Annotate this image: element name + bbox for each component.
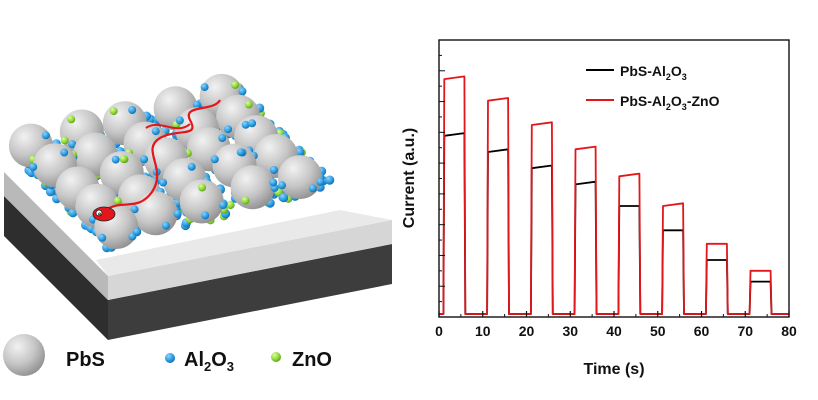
electrode-top	[96, 210, 392, 276]
al2o3-particle	[236, 148, 245, 157]
al2o3-particle	[68, 208, 78, 218]
al2o3-particle	[192, 100, 201, 109]
series-line-pbs-al2o3	[439, 132, 789, 315]
zno-particle	[109, 107, 118, 116]
al2o3-particle	[175, 116, 184, 125]
zno-legend-label: ZnO	[292, 349, 332, 371]
zno-particle	[119, 155, 128, 164]
al2o3-particle	[159, 178, 168, 187]
plot-frame	[438, 39, 790, 318]
al2o3-particle	[68, 140, 77, 149]
al2o3-particle	[173, 209, 182, 218]
al2o3-particle	[130, 205, 139, 214]
particle-film	[8, 73, 335, 253]
zno-particle	[226, 200, 235, 210]
al2o3-particle	[200, 83, 209, 92]
al2o3-particle	[132, 227, 141, 236]
x-tick-label: 0	[435, 323, 443, 339]
x-tick-label: 70	[737, 323, 753, 339]
al2o3-particle	[41, 131, 50, 140]
x-tick-label: 50	[650, 323, 666, 339]
al2o3-particle	[111, 155, 120, 164]
x-tick-label: 60	[694, 323, 710, 339]
legend-label-pbs-al2o3: PbS-Al2O3	[620, 63, 687, 82]
pbs-particle	[230, 165, 275, 210]
al2o3-particle	[128, 106, 137, 114]
pbs-particle	[179, 179, 224, 224]
al2o3-particle	[29, 163, 38, 171]
substrate-dark-front	[108, 244, 392, 340]
zno-particle	[60, 136, 69, 145]
al2o3-particle	[241, 120, 250, 129]
pbs-particle	[277, 155, 322, 200]
al2o3-particle	[187, 162, 196, 171]
al2o3-particle	[201, 211, 210, 220]
x-axis-label: Time (s)	[583, 361, 644, 378]
x-axis-ticks: 0 10 20 30 40 50 60 70 80	[435, 311, 797, 339]
x-tick-label: 10	[475, 323, 491, 339]
substrate-light-front	[108, 220, 392, 300]
al2o3-particle	[60, 148, 69, 157]
electron-label: e	[98, 212, 102, 218]
series-line-pbs-al2o3-zno	[439, 75, 789, 315]
x-tick-label: 40	[606, 323, 622, 339]
zno-particle	[198, 183, 207, 192]
y-axis-ticks	[439, 39, 445, 318]
al2o3-particle	[210, 155, 219, 164]
al2o3-particle	[325, 175, 335, 185]
zno-particle	[67, 115, 76, 124]
al2o3-particle	[278, 181, 286, 190]
substrate-dark-side	[4, 196, 108, 340]
x-tick-label: 20	[519, 323, 535, 339]
zno-particle	[241, 196, 250, 205]
al2o3-particle	[269, 178, 278, 187]
chart-series	[439, 75, 789, 315]
al2o3-legend-icon	[165, 353, 175, 363]
device-schematic: e	[4, 73, 392, 340]
substrate-light-side	[4, 172, 108, 300]
electron-path	[99, 99, 221, 215]
x-tick-label: 30	[562, 323, 578, 339]
al2o3-particle	[98, 233, 107, 242]
x-tick-label: 80	[781, 323, 797, 339]
zno-legend-icon	[271, 352, 281, 362]
al2o3-particle	[248, 119, 257, 128]
al2o3-particle	[140, 155, 149, 164]
al2o3-particle	[219, 201, 227, 210]
al2o3-particle	[224, 125, 233, 134]
al2o3-particle	[45, 187, 56, 197]
al2o3-particle	[316, 177, 325, 186]
al2o3-particle	[218, 134, 227, 142]
al2o3-particle	[308, 184, 317, 193]
photocurrent-chart: 0 10 20 30 40 50 60 70 80 Time (s) Current (a.u.…	[401, 39, 797, 378]
zno-particle	[231, 80, 240, 89]
legend-label-pbs-al2o3-zno: PbS-Al2O3-ZnO	[620, 93, 720, 112]
schematic-legend: PbS Al2O3 ZnO	[3, 334, 332, 376]
zno-particle	[113, 197, 122, 205]
pbs-particle	[133, 191, 178, 236]
al2o3-particle	[238, 87, 247, 96]
al2o3-legend-label: Al2O3	[184, 349, 234, 374]
pbs-legend-label: PbS	[66, 349, 105, 371]
zno-particle	[244, 100, 253, 109]
electron-dot	[95, 209, 103, 217]
electron-path-branch	[145, 123, 191, 130]
pbs-legend-icon	[3, 334, 45, 376]
chart-legend: PbS-Al2O3 PbS-Al2O3-ZnO	[586, 63, 720, 112]
al2o3-particle	[162, 221, 170, 230]
al2o3-particle	[151, 127, 160, 136]
al2o3-particle	[279, 193, 289, 203]
al2o3-particle	[270, 166, 278, 174]
y-axis-label: Current (a.u.)	[401, 128, 418, 228]
